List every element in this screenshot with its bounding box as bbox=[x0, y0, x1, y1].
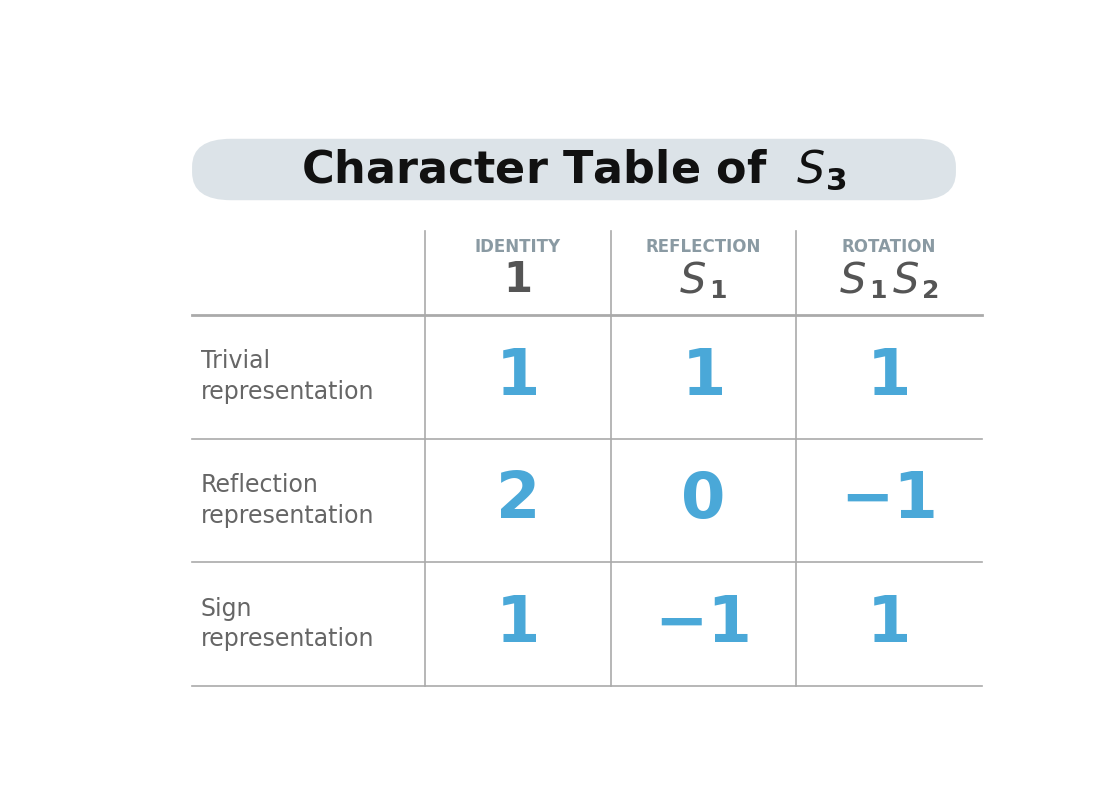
Text: $\mathbf{\mathit{S}}$: $\mathbf{\mathit{S}}$ bbox=[840, 259, 867, 302]
Text: 1: 1 bbox=[681, 346, 726, 408]
Text: Trivial: Trivial bbox=[200, 350, 270, 373]
Text: IDENTITY: IDENTITY bbox=[475, 239, 561, 256]
Text: 0: 0 bbox=[681, 469, 726, 531]
Text: representation: representation bbox=[200, 504, 374, 527]
Text: 1: 1 bbox=[709, 279, 726, 303]
Text: −1: −1 bbox=[654, 593, 753, 655]
Text: REFLECTION: REFLECTION bbox=[646, 239, 762, 256]
Text: 1: 1 bbox=[496, 593, 540, 655]
Text: Sign: Sign bbox=[200, 597, 252, 621]
Text: Character Table of  $\mathit{S}$$_{\mathbf{3}}$: Character Table of $\mathit{S}$$_{\mathb… bbox=[301, 148, 847, 192]
Text: −1: −1 bbox=[840, 469, 939, 531]
Text: 2: 2 bbox=[496, 469, 540, 531]
Text: representation: representation bbox=[200, 380, 374, 404]
Text: ROTATION: ROTATION bbox=[842, 239, 936, 256]
Text: $\mathbf{\mathit{S}}$: $\mathbf{\mathit{S}}$ bbox=[679, 259, 706, 302]
Text: 1: 1 bbox=[869, 279, 887, 303]
Text: 2: 2 bbox=[922, 279, 940, 303]
Text: 1: 1 bbox=[496, 346, 540, 408]
Text: 1: 1 bbox=[867, 346, 912, 408]
FancyBboxPatch shape bbox=[193, 139, 955, 200]
Text: 1: 1 bbox=[503, 259, 532, 302]
Text: $\mathbf{\mathit{S}}$: $\mathbf{\mathit{S}}$ bbox=[893, 259, 920, 302]
Text: representation: representation bbox=[200, 627, 374, 651]
Text: Reflection: Reflection bbox=[200, 473, 318, 497]
Text: 1: 1 bbox=[867, 593, 912, 655]
